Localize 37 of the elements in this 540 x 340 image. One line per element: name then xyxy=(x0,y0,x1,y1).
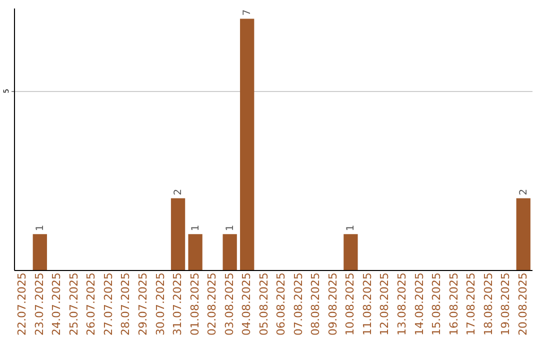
x-tick-label: 13.08.2025 xyxy=(396,272,408,336)
data-label: 1 xyxy=(34,224,46,232)
x-tick-label: 16.08.2025 xyxy=(447,272,460,336)
x-tick-label: 22.07.2025 xyxy=(16,272,29,336)
x-tick-label: 05.08.2025 xyxy=(257,272,270,336)
x-tick-label: 31.07.2025 xyxy=(171,272,184,336)
x-tick-label: 17.08.2025 xyxy=(464,272,478,336)
x-tick-label: 08.08.2025 xyxy=(309,272,322,336)
x-tick-label: 20.08.2025 xyxy=(516,272,530,336)
x-tick-label: 03.08.2025 xyxy=(222,272,236,336)
x-tick-label: 04.08.2025 xyxy=(240,272,254,336)
x-tick-label: 28.07.2025 xyxy=(119,272,132,336)
x-tick-label: 30.07.2025 xyxy=(154,272,167,336)
x-tick-label: 06.08.2025 xyxy=(274,272,288,336)
x-tick-label: 14.08.2025 xyxy=(412,272,426,336)
x-tick-label: 18.08.2025 xyxy=(482,272,495,336)
data-label: 7 xyxy=(242,9,254,16)
x-tick-label: 24.07.2025 xyxy=(50,272,64,336)
x-tick-label: 10.08.2025 xyxy=(344,272,357,336)
data-label: 1 xyxy=(224,224,236,232)
x-tick-label: 02.08.2025 xyxy=(206,272,219,336)
x-tick-label: 25.07.2025 xyxy=(67,272,80,336)
x-tick-label: 01.08.2025 xyxy=(188,272,202,336)
x-tick-label: 29.07.2025 xyxy=(136,272,150,336)
x-tick-label: 11.08.2025 xyxy=(360,272,374,336)
x-tick-label: 27.07.2025 xyxy=(102,272,115,336)
data-label: 2 xyxy=(518,188,530,196)
data-label: 2 xyxy=(173,188,184,196)
x-tick-label: 09.08.2025 xyxy=(326,272,340,336)
data-label: 1 xyxy=(346,224,357,232)
data-label: 1 xyxy=(190,224,202,232)
x-tick-label: 12.08.2025 xyxy=(378,272,392,336)
x-tick-label: 23.07.2025 xyxy=(32,272,46,336)
x-tick-label: 19.08.2025 xyxy=(499,272,512,336)
x-tick-label: 26.07.2025 xyxy=(84,272,98,336)
x-tick-label: 15.08.2025 xyxy=(430,272,444,336)
x-tick-label: 07.08.2025 xyxy=(292,272,305,336)
